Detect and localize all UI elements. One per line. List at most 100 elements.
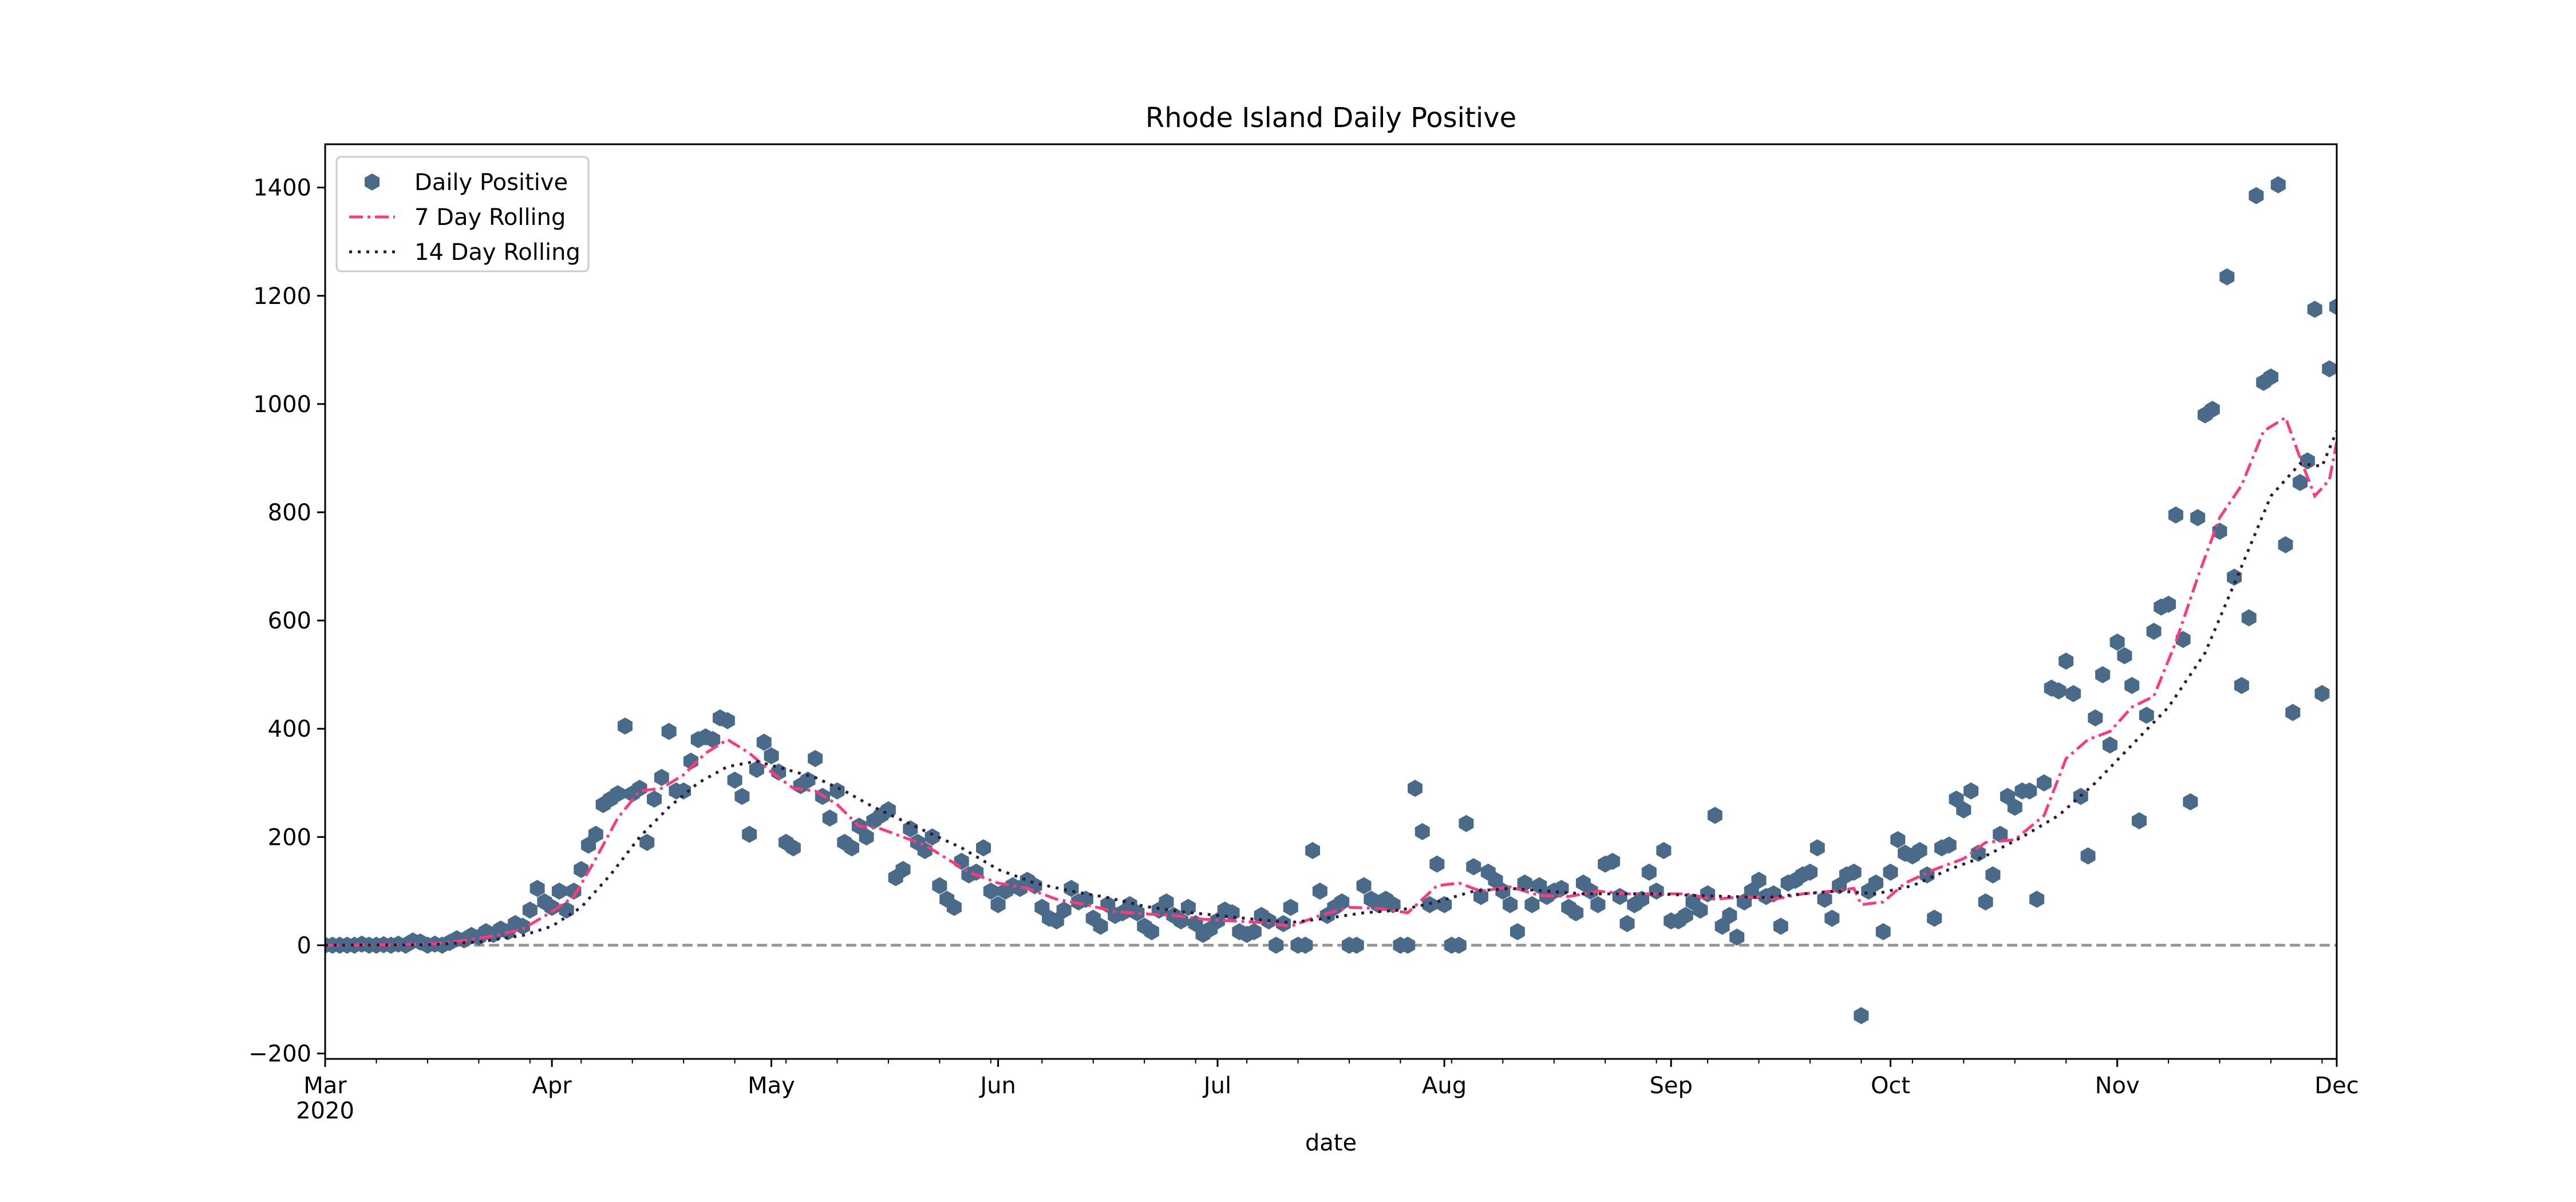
daily-positive-point — [1912, 842, 1927, 859]
daily-positive-point — [1949, 790, 1964, 808]
daily-positive-point — [2307, 300, 2322, 318]
daily-positive-point — [1437, 896, 1452, 914]
x-tick-label: Aug — [1422, 1073, 1467, 1099]
daily-positive-point — [588, 825, 603, 843]
daily-positive-point — [2036, 774, 2052, 792]
daily-positive-point — [1656, 842, 1672, 859]
legend-label: Daily Positive — [414, 169, 568, 196]
daily-positive-point — [924, 828, 940, 846]
daily-positive-point — [734, 788, 750, 805]
daily-positive-point — [1466, 858, 1481, 876]
daily-positive-point — [1276, 915, 1291, 932]
daily-positive-point — [2124, 677, 2140, 694]
daily-positive-point — [2029, 891, 2045, 908]
daily-positive-point — [1707, 806, 1722, 824]
daily-positive-point — [530, 880, 545, 897]
daily-positive-point — [544, 899, 560, 916]
y-tick-label: 0 — [297, 932, 311, 959]
daily-positive-point — [2080, 847, 2096, 865]
daily-positive-point — [1854, 1007, 1869, 1025]
x-tick-label: Apr — [532, 1073, 572, 1099]
daily-positive-point — [903, 820, 918, 838]
daily-positive-point — [1722, 907, 1737, 924]
daily-positive-point — [1832, 877, 1847, 895]
daily-positive-point — [1056, 902, 1072, 919]
daily-positive-point — [1817, 891, 1832, 908]
series-daily-positive — [325, 176, 2337, 1025]
daily-positive-point — [1809, 839, 1825, 857]
rolling-14-day-line — [325, 430, 2337, 947]
daily-positive-point — [1868, 874, 1883, 892]
y-tick-label: 200 — [268, 824, 311, 851]
x-tick-label: Nov — [2095, 1073, 2140, 1099]
daily-positive-point — [661, 722, 677, 740]
chart-title: Rhode Island Daily Positive — [1145, 102, 1516, 134]
daily-positive-point — [1568, 904, 1584, 922]
legend: Daily Positive 7 Day Rolling 14 Day Rollin… — [335, 156, 590, 272]
daily-positive-point — [976, 839, 991, 857]
daily-positive-point — [1349, 936, 1364, 954]
daily-positive-point — [1824, 910, 1840, 927]
x-tick-label: Oct — [1871, 1073, 1910, 1099]
daily-positive-point — [1488, 872, 1503, 889]
daily-positive-point — [932, 877, 947, 895]
x-tick-label: Mar — [303, 1073, 347, 1099]
daily-positive-point — [764, 747, 779, 765]
plot-frame — [324, 143, 2338, 1060]
daily-positive-point — [2000, 788, 2015, 805]
daily-positive-point — [2183, 793, 2198, 810]
daily-positive-point — [808, 750, 823, 768]
daily-positive-point — [2146, 623, 2162, 640]
daily-positive-point — [1846, 863, 1862, 881]
legend-box — [335, 156, 590, 272]
daily-positive-point — [1495, 882, 1511, 900]
daily-positive-point — [1605, 852, 1620, 870]
daily-positive-point — [1693, 902, 1708, 919]
daily-positive-point — [551, 882, 567, 900]
daily-positive-point — [756, 733, 772, 751]
daily-positive-point — [2088, 709, 2103, 727]
daily-positive-point — [676, 782, 692, 800]
x-tick-label: Jun — [978, 1073, 1016, 1099]
daily-positive-point — [1510, 923, 1525, 940]
daily-positive-point — [2102, 736, 2117, 754]
daily-positive-point — [1034, 899, 1050, 916]
x-tick-label: Sep — [1649, 1073, 1692, 1099]
daily-positive-point — [1049, 912, 1064, 930]
daily-positive-point — [2007, 798, 2022, 816]
daily-positive-point — [2278, 536, 2293, 553]
daily-positive-point — [727, 772, 742, 789]
daily-positive-point — [2051, 682, 2067, 699]
daily-positive-point — [2204, 401, 2220, 418]
daily-positive-point — [1408, 780, 1423, 797]
x-tick-label: May — [748, 1073, 795, 1099]
daily-positive-point — [1517, 874, 1532, 892]
y-tick-label: 600 — [268, 608, 311, 634]
x-axis-label: date — [1305, 1130, 1357, 1156]
daily-positive-point — [1356, 877, 1372, 895]
daily-positive-point — [1978, 893, 1993, 911]
daily-positive-point — [1773, 918, 1788, 935]
daily-positive-point — [2234, 677, 2249, 694]
y-tick-label: 1000 — [253, 392, 311, 418]
x-tick-label: Jul — [1202, 1073, 1231, 1099]
rolling-7-day-line — [325, 415, 2337, 947]
daily-positive-point — [2117, 647, 2132, 665]
daily-positive-point — [1532, 877, 1547, 895]
daily-positive-point — [1583, 882, 1598, 900]
daily-positive-point — [1129, 904, 1145, 922]
daily-positive-point — [2066, 685, 2081, 702]
x-tick-sublabel: 2020 — [296, 1098, 354, 1124]
daily-positive-point — [1473, 888, 1488, 906]
daily-positive-point — [2022, 782, 2037, 800]
daily-positive-point — [647, 790, 662, 808]
daily-positive-point — [2161, 595, 2176, 613]
daily-positive-point — [1524, 896, 1540, 914]
daily-positive-point — [1649, 882, 1664, 900]
daily-positive-point — [574, 861, 589, 879]
y-tick-label: 1400 — [253, 175, 311, 201]
daily-positive-point — [617, 717, 633, 735]
daily-positive-point — [1400, 936, 1416, 954]
daily-positive-point — [705, 731, 721, 749]
